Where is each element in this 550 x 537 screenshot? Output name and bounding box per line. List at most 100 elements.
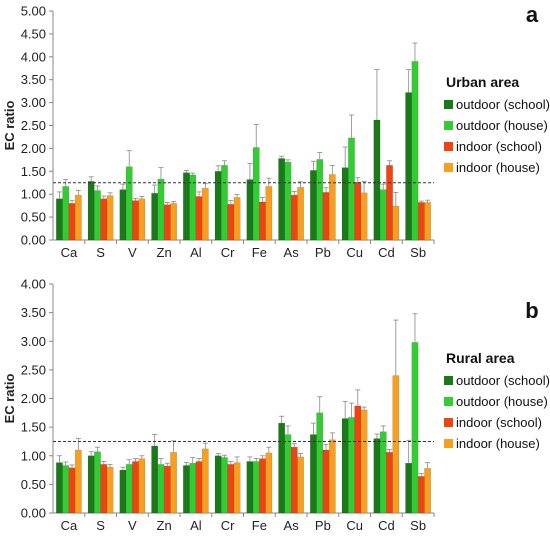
legend-swatch xyxy=(444,100,453,109)
bar-indoor-school xyxy=(68,203,76,241)
x-tick-label: Cd xyxy=(378,245,395,260)
y-tick-label: 0.00 xyxy=(21,506,46,521)
x-tick-label: As xyxy=(284,245,300,260)
bar-indoor-school xyxy=(417,202,425,241)
legend-label: indoor (house) xyxy=(456,436,540,451)
x-tick-label: Sb xyxy=(410,518,426,533)
bar-outdoor-house xyxy=(62,186,70,241)
bar-outdoor-school xyxy=(310,170,317,241)
legend-swatch xyxy=(444,397,453,406)
bar-indoor-school xyxy=(100,198,108,241)
bar-outdoor-school xyxy=(405,92,413,241)
bar-indoor-school xyxy=(195,196,203,241)
bar-outdoor-school xyxy=(56,462,63,514)
y-tick-label: 1.50 xyxy=(21,420,46,435)
legend-swatch xyxy=(444,163,453,172)
bar-outdoor-house xyxy=(348,417,355,514)
bar-indoor-house xyxy=(170,203,177,241)
y-tick-label: 4.00 xyxy=(21,49,46,64)
legend-label: indoor (school) xyxy=(456,139,542,154)
bar-outdoor-school xyxy=(151,193,159,241)
x-tick-label: Sb xyxy=(410,245,426,260)
bar-indoor-house xyxy=(74,194,82,241)
bar-indoor-school xyxy=(386,165,393,241)
bar-outdoor-house xyxy=(284,434,292,514)
y-tick-label: 1.50 xyxy=(21,164,46,179)
bar-outdoor-house xyxy=(221,457,228,514)
bar-outdoor-house xyxy=(189,174,197,241)
bar-indoor-school xyxy=(227,204,235,241)
bar-indoor-school xyxy=(163,204,171,241)
y-tick-label: 4.50 xyxy=(21,26,46,41)
bar-indoor-house xyxy=(233,197,241,241)
x-tick-label: S xyxy=(96,518,105,533)
bar-outdoor-house xyxy=(189,462,197,514)
legend-label: indoor (school) xyxy=(456,415,542,430)
y-tick-label: 1.00 xyxy=(21,448,46,463)
y-tick-label: 2.00 xyxy=(21,141,46,156)
bar-indoor-house xyxy=(233,462,241,514)
bar-indoor-house xyxy=(170,452,177,514)
bar-outdoor-school xyxy=(278,422,286,514)
bar-outdoor-house xyxy=(411,61,419,241)
legend-swatch xyxy=(444,376,453,385)
bar-outdoor-house xyxy=(221,165,228,241)
x-tick-label: As xyxy=(284,518,300,533)
x-tick-label: V xyxy=(128,518,137,533)
bar-outdoor-house xyxy=(62,465,70,514)
x-tick-label: Zn xyxy=(157,245,172,260)
bar-indoor-house xyxy=(106,467,114,514)
y-tick-label: 2.50 xyxy=(21,362,46,377)
legend-label: outdoor (house) xyxy=(456,394,548,409)
y-tick-label: 0.00 xyxy=(21,233,46,248)
bar-outdoor-school xyxy=(119,469,127,514)
bar-outdoor-school xyxy=(214,455,222,514)
bar-outdoor-house xyxy=(316,412,324,514)
bar-outdoor-house xyxy=(348,137,355,241)
bar-indoor-house xyxy=(138,198,146,241)
bar-indoor-school xyxy=(163,465,171,514)
legend-label: indoor (house) xyxy=(456,160,540,175)
x-tick-label: Cd xyxy=(378,518,395,533)
bar-outdoor-school xyxy=(373,438,381,514)
x-tick-label: Al xyxy=(190,518,202,533)
bar-indoor-school xyxy=(290,446,298,514)
bar-outdoor-house xyxy=(125,166,133,241)
bar-outdoor-school xyxy=(405,462,413,514)
y-tick-label: 1.00 xyxy=(21,187,46,202)
bar-outdoor-house xyxy=(284,161,292,241)
legend-swatch xyxy=(444,142,453,151)
x-tick-label: Cu xyxy=(346,245,363,260)
bar-indoor-school xyxy=(290,194,298,241)
y-tick-label: 0.50 xyxy=(21,210,46,225)
x-tick-label: V xyxy=(128,245,137,260)
bar-outdoor-house xyxy=(252,461,260,514)
bar-indoor-house xyxy=(424,202,431,241)
chart-panel-a: 0.00 0.50 1.00 1.50 2.00 2.50 3.00 3.50 4.00 4.50… xyxy=(2,2,550,260)
bar-indoor-school xyxy=(68,467,76,514)
x-tick-label: Al xyxy=(190,245,202,260)
bar-outdoor-school xyxy=(373,119,381,241)
bar-outdoor-house xyxy=(157,464,165,514)
x-tick-label: Pb xyxy=(315,518,331,533)
legend-title: Urban area xyxy=(446,74,519,90)
x-tick-label: Fe xyxy=(252,518,267,533)
bar-indoor-school xyxy=(132,461,139,514)
bar-outdoor-school xyxy=(87,181,95,241)
bar-outdoor-school xyxy=(310,434,317,514)
bar-indoor-house xyxy=(392,205,400,241)
bar-indoor-school xyxy=(227,464,235,514)
bar-indoor-school xyxy=(259,458,266,514)
legend-label: outdoor (house) xyxy=(456,118,548,133)
bar-indoor-school xyxy=(354,182,362,241)
bar-indoor-house xyxy=(360,409,368,514)
bar-outdoor-school xyxy=(87,455,95,514)
x-tick-label: S xyxy=(96,245,105,260)
x-tick-label: Cu xyxy=(346,518,363,533)
y-tick-label: 3.00 xyxy=(21,95,46,110)
legend-swatch xyxy=(444,121,453,130)
bar-indoor-house xyxy=(201,448,209,514)
legend-swatch xyxy=(444,439,453,448)
x-tick-label: Pb xyxy=(315,245,331,260)
